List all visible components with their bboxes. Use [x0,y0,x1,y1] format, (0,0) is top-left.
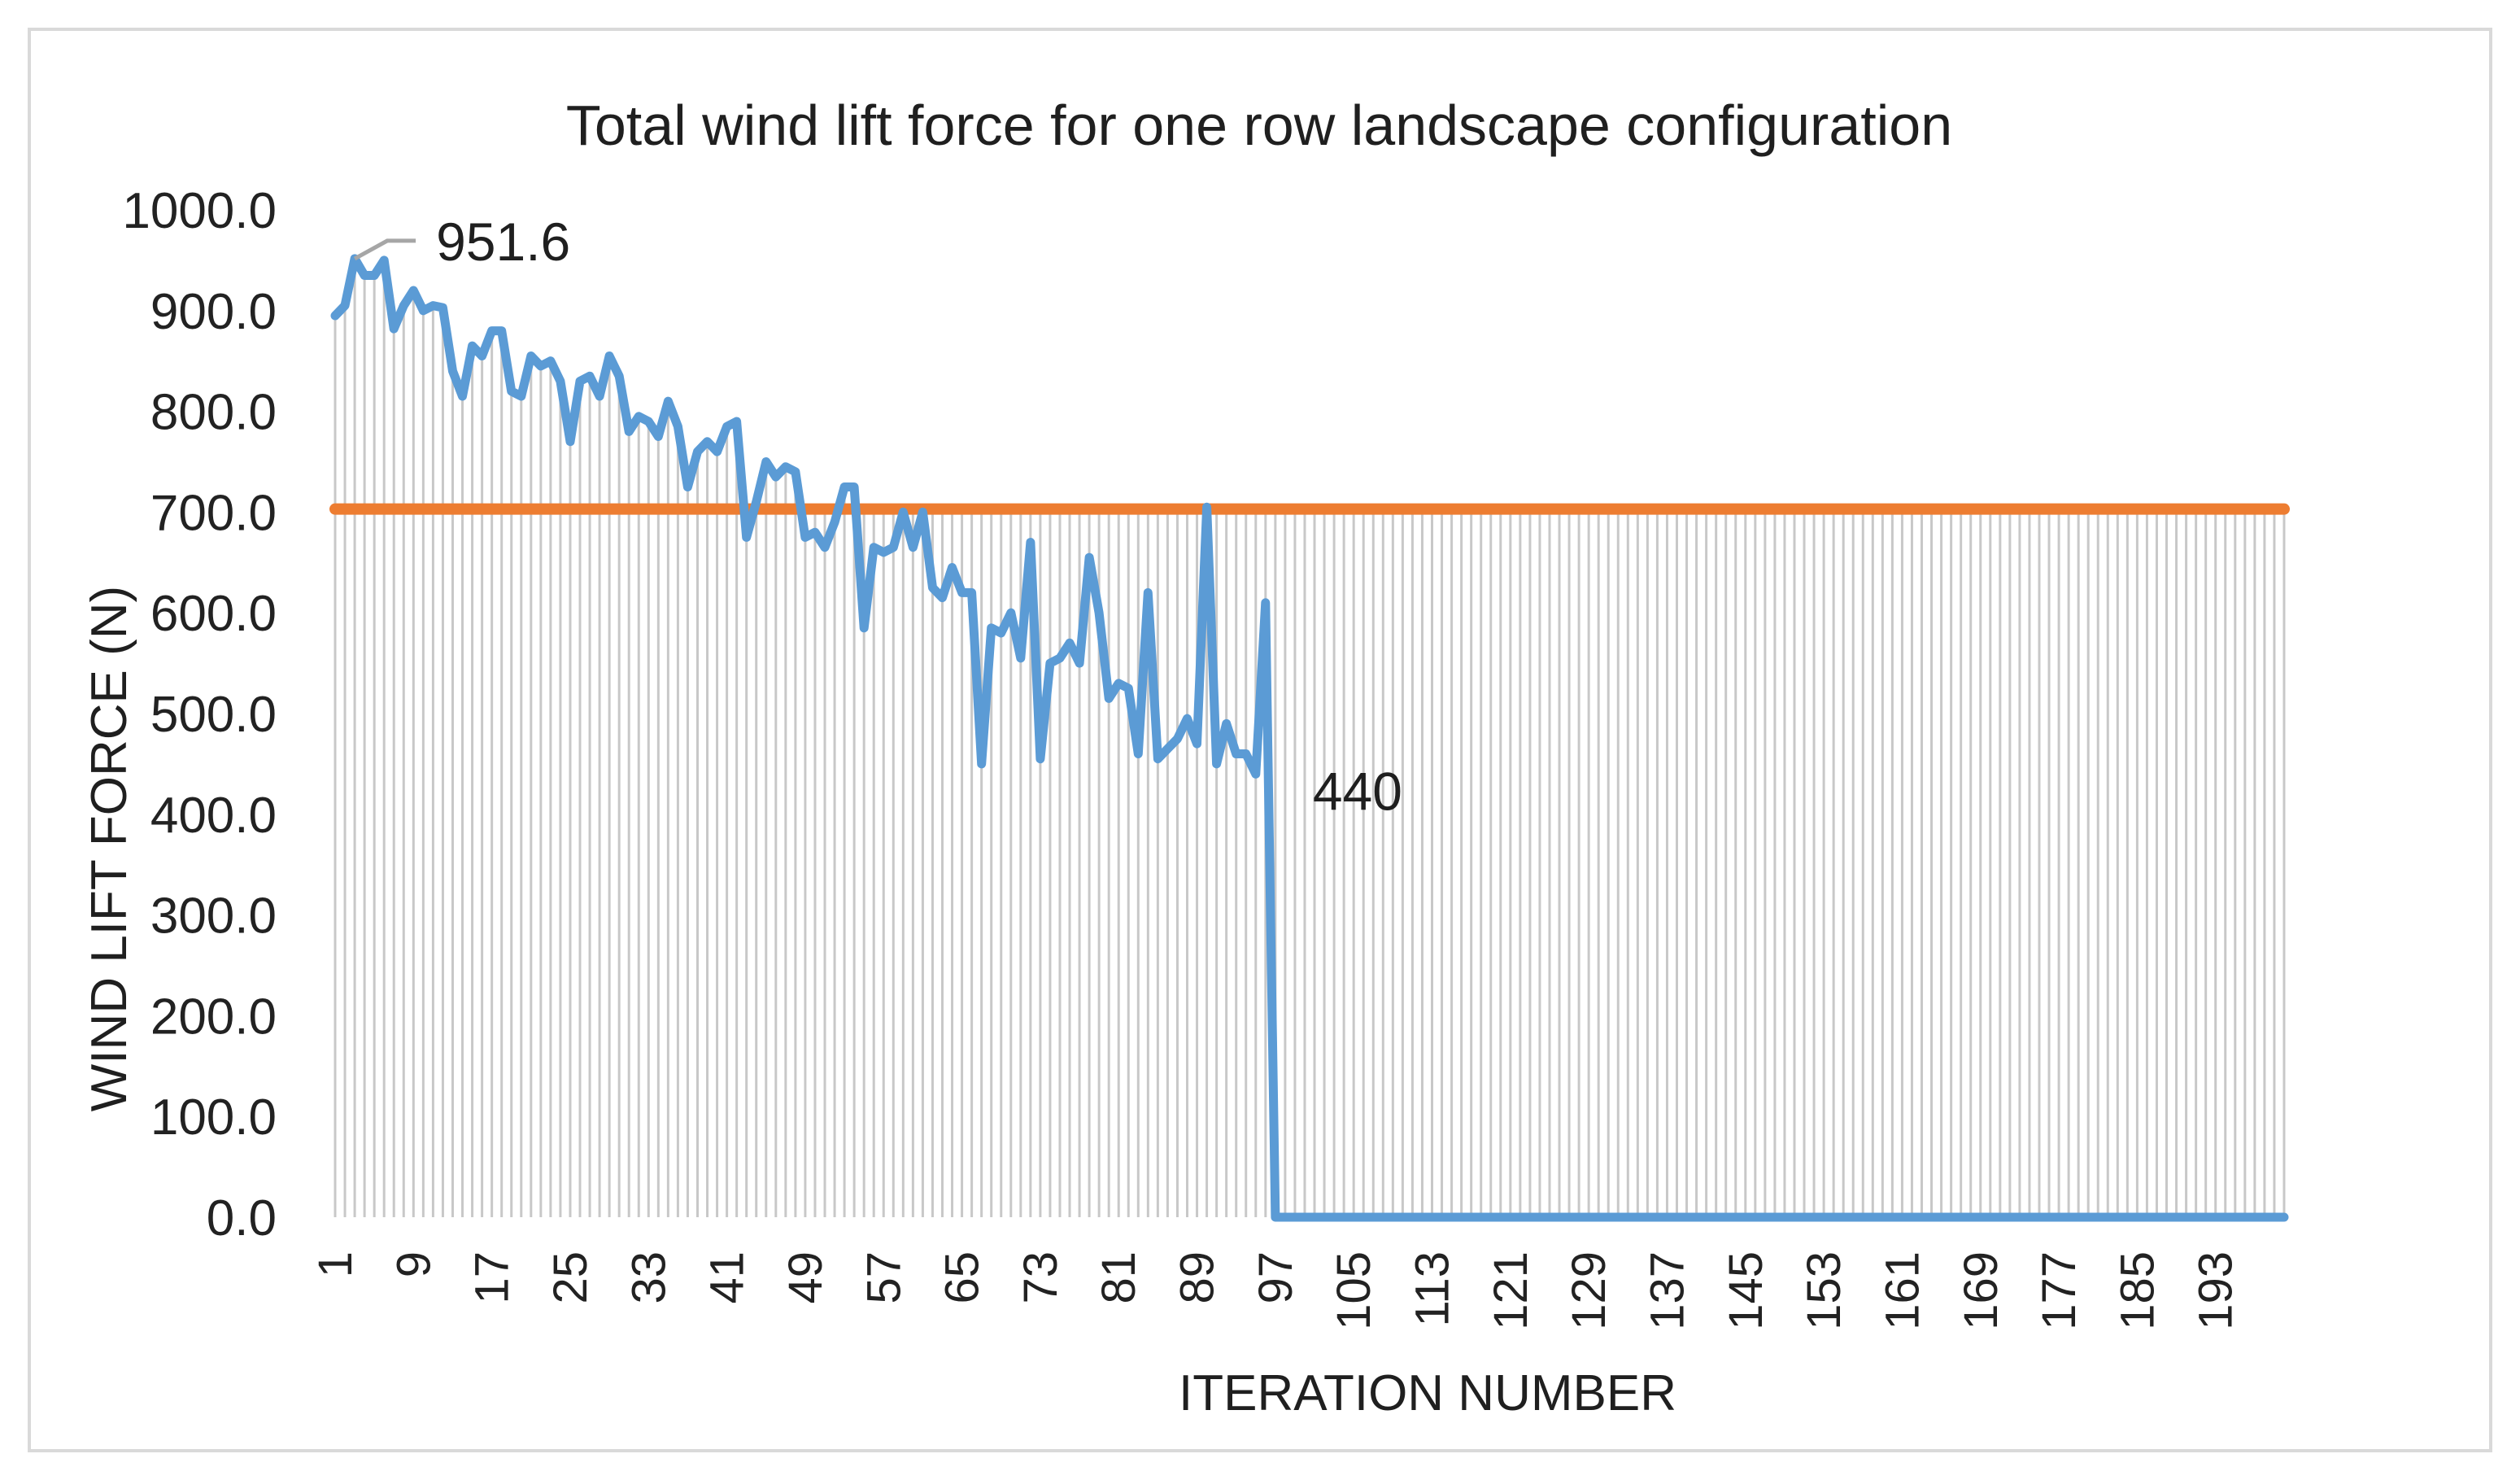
x-tick-label: 169 [1955,1251,2008,1330]
x-tick-label: 177 [2033,1251,2086,1330]
x-tick-label: 121 [1485,1251,1537,1330]
y-tick-label: 400.0 [150,788,277,844]
x-tick-label: 153 [1798,1251,1851,1330]
x-tick-label: 17 [466,1251,519,1304]
y-axis-title: WIND LIFT FORCE (N) [81,586,137,1111]
annotations: 951.6 440 [353,212,1402,821]
wind-lift-force-line [330,254,2289,1222]
x-tick-label: 25 [544,1251,597,1304]
x-axis-ticks: 1 9 17 25 33 41 49 57 65 73 81 89 97 105 113 121 129 137 1… [309,1251,2243,1330]
y-tick-label: 500.0 [150,687,277,743]
y-tick-label: 300.0 [150,888,277,945]
x-tick-label: 65 [936,1251,989,1304]
y-tick-label: 0.0 [207,1190,277,1246]
x-tick-label: 137 [1641,1251,1694,1330]
y-tick-label: 1000.0 [122,183,277,239]
y-tick-label: 900.0 [150,284,277,340]
x-tick-label: 81 [1092,1251,1145,1304]
x-tick-label: 161 [1876,1251,1929,1330]
y-tick-label: 100.0 [150,1089,277,1146]
x-tick-label: 57 [857,1251,910,1304]
last-value-data-label: 440 [1313,761,1402,821]
x-tick-label: 89 [1171,1251,1224,1304]
x-tick-label: 73 [1014,1251,1067,1304]
x-tick-label: 105 [1328,1251,1380,1330]
y-axis-ticks: 0.0 100.0 200.0 300.0 400.0 500.0 600.0 700.0 80… [122,183,277,1246]
x-axis-title: ITERATION NUMBER [1179,1365,1676,1421]
x-tick-label: 185 [2111,1251,2164,1330]
x-tick-label: 49 [779,1251,832,1304]
x-tick-label: 193 [2190,1251,2243,1330]
drop-lines [334,258,2286,1217]
x-tick-label: 97 [1249,1251,1302,1304]
y-tick-label: 700.0 [150,485,277,541]
x-tick-label: 145 [1720,1251,1772,1330]
y-tick-label: 800.0 [150,385,277,441]
y-tick-label: 200.0 [150,989,277,1045]
x-tick-label: 1 [309,1251,362,1277]
chart-title: Total wind lift force for one row landsc… [566,94,1952,157]
x-tick-label: 129 [1563,1251,1615,1330]
y-tick-label: 600.0 [150,586,277,642]
peak-data-label: 951.6 [436,212,570,272]
x-tick-label: 113 [1406,1251,1459,1326]
x-tick-label: 9 [387,1251,440,1277]
series-layer [329,254,2290,1222]
x-tick-label: 33 [622,1251,675,1304]
leader-line [353,238,416,261]
x-tick-label: 41 [701,1251,754,1304]
